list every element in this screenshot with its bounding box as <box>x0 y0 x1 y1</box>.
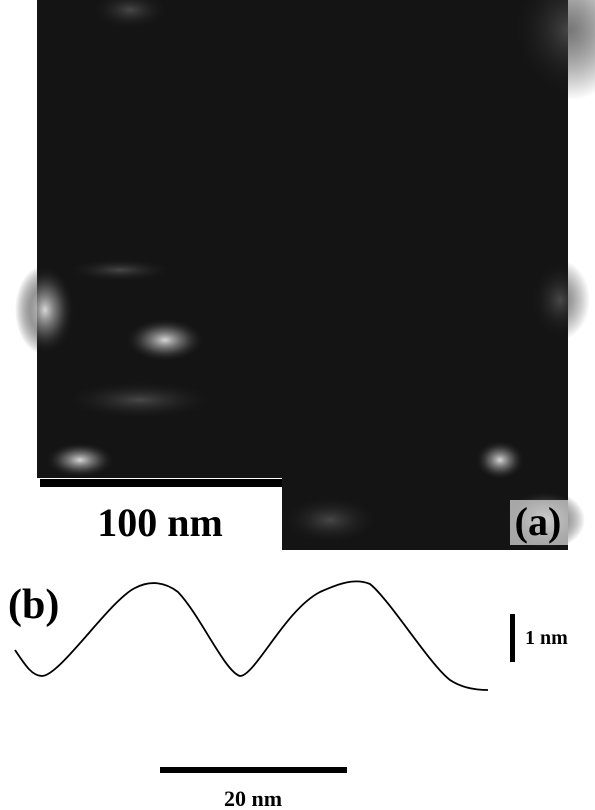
stm-image <box>15 0 595 550</box>
scale-label: 100 nm <box>97 500 223 545</box>
length-scale-bar <box>160 767 347 773</box>
scale-box <box>37 478 282 550</box>
panel-label: (b) <box>8 582 59 628</box>
length-scale-label: 20 nm <box>224 786 282 810</box>
height-profile <box>14 580 489 691</box>
scale-bar <box>40 479 282 487</box>
height-scale-bar <box>510 614 515 662</box>
panel-label: (a) <box>515 499 562 544</box>
height-scale-label: 1 nm <box>525 627 568 649</box>
label-bg <box>510 500 568 545</box>
